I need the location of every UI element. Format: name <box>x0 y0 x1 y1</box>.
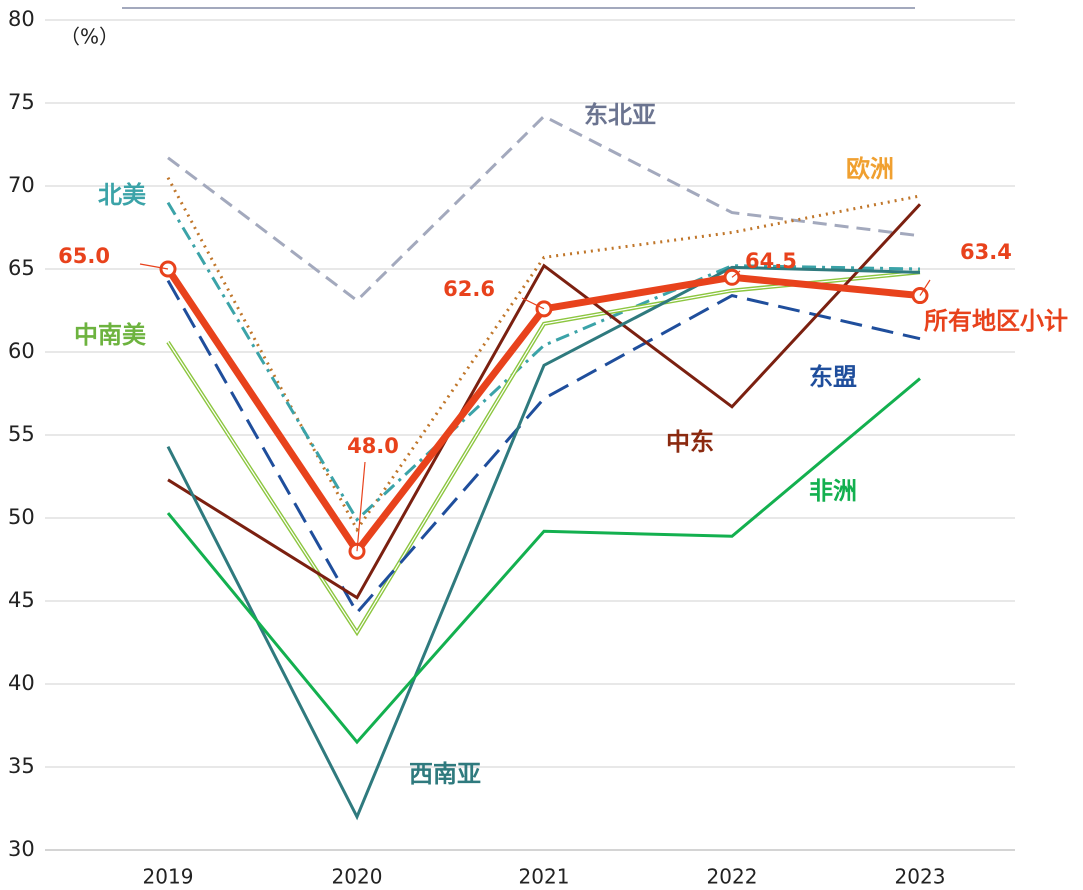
label-leader <box>521 297 545 310</box>
series-label: 非洲 <box>809 477 857 505</box>
y-tick-label: 30 <box>8 837 35 861</box>
y-unit: （%） <box>60 25 119 49</box>
y-tick-label: 75 <box>8 90 35 114</box>
y-tick-label: 65 <box>8 256 35 280</box>
x-tick-label: 2021 <box>519 865 570 889</box>
y-tick-label: 50 <box>8 505 35 529</box>
y-tick-label: 60 <box>8 339 35 363</box>
series-line <box>166 279 921 616</box>
value-label: 48.0 <box>347 434 399 458</box>
value-label: 63.4 <box>960 240 1012 264</box>
label-leader <box>139 263 169 270</box>
x-tick-label: 2019 <box>143 865 194 889</box>
series-label: 欧洲 <box>846 155 894 183</box>
series-label: 所有地区小计 <box>924 307 1068 335</box>
label-leader <box>919 279 931 296</box>
label-leader <box>356 461 366 552</box>
series-line <box>167 203 922 600</box>
series-label: 西南亚 <box>409 760 481 788</box>
y-tick-label: 55 <box>8 422 35 446</box>
label-leader <box>731 270 741 278</box>
x-tick-label: 2020 <box>332 865 383 889</box>
y-tick-label: 80 <box>8 7 35 31</box>
x-tick-label: 2022 <box>707 865 758 889</box>
series-label: 东北亚 <box>584 101 656 129</box>
value-label: 65.0 <box>58 244 110 268</box>
y-tick-label: 35 <box>8 754 35 778</box>
y-tick-label: 70 <box>8 173 35 197</box>
series-label: 北美 <box>98 181 146 209</box>
series-line <box>166 265 921 821</box>
series-line <box>166 377 921 745</box>
x-tick-label: 2023 <box>895 865 946 889</box>
value-label: 62.6 <box>443 277 495 301</box>
series-label: 中东 <box>666 428 714 456</box>
value-label: 64.5 <box>745 249 797 273</box>
series-line <box>167 114 921 303</box>
y-tick-label: 45 <box>8 588 35 612</box>
series-label: 东盟 <box>809 363 857 391</box>
series-line <box>166 201 921 523</box>
series-label: 中南美 <box>74 321 146 349</box>
y-tick-label: 40 <box>8 671 35 695</box>
